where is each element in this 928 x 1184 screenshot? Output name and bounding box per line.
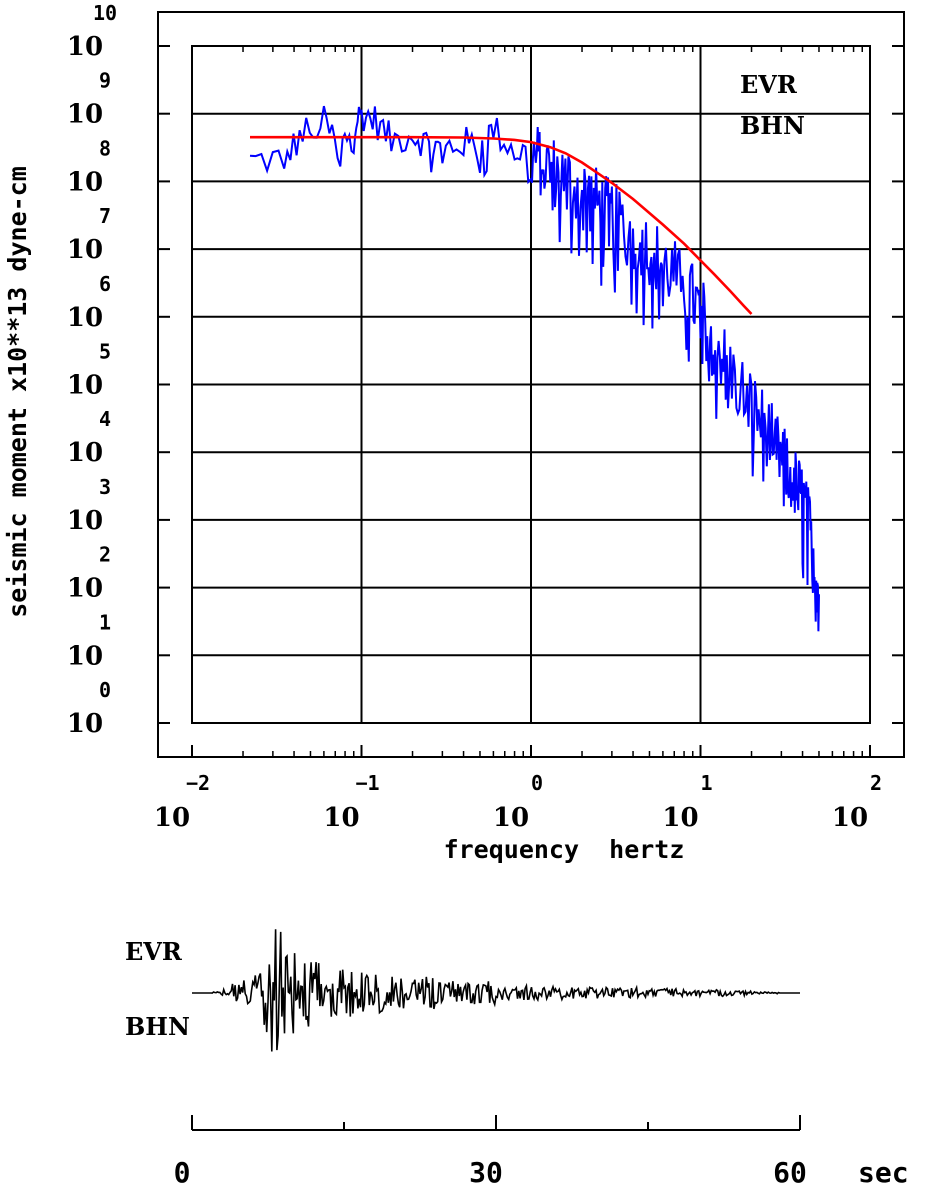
- time-tick-label: 30: [469, 1156, 503, 1184]
- y-tick-base-label: 10: [67, 641, 103, 671]
- y-tick-exponent-label: 6: [99, 272, 111, 296]
- x-tick-exponent-label: 0: [531, 771, 543, 795]
- grid-lines: [192, 46, 870, 723]
- y-tick-labels: 10 0 10 1 10 2 10 3 10 4 10 5 10 6 10 7 10 8 10 9 10 10: [67, 1, 117, 739]
- y-axis-ticks: [158, 45, 904, 724]
- time-tick-label: 0: [174, 1156, 191, 1184]
- spectrum-station-label: EVR: [740, 70, 798, 99]
- y-tick-base-label: 10: [67, 574, 103, 604]
- trace-station-label: EVR: [125, 937, 183, 966]
- y-tick-base-label: 10: [67, 100, 103, 130]
- time-unit-label: sec: [858, 1156, 909, 1184]
- y-tick-exponent-label: 10: [93, 1, 117, 25]
- spectrum-model-fit-line: [250, 135, 753, 315]
- seismogram-trace: [192, 929, 800, 1052]
- x-tick-exponent-label: −1: [355, 771, 379, 795]
- spectrum-series: [249, 105, 820, 632]
- time-axis: 0 30 60: [174, 1115, 807, 1184]
- x-tick-base-label: 10: [154, 803, 190, 833]
- x-axis-title: frequency hertz: [444, 835, 685, 864]
- spectrum-observed-line: [249, 105, 820, 632]
- x-tick-base-label: 10: [493, 803, 529, 833]
- y-axis-title: seismic moment x10**13 dyne-cm: [3, 166, 32, 618]
- y-tick-exponent-label: 4: [99, 407, 111, 431]
- y-tick-base-label: 10: [67, 506, 103, 536]
- x-tick-exponent-label: 2: [870, 771, 882, 795]
- y-tick-exponent-label: 2: [99, 543, 111, 567]
- seismogram-panel: EVR BHN 0 30 60 sec: [125, 929, 909, 1184]
- y-tick-exponent-label: 9: [99, 69, 111, 93]
- time-tick-label: 60: [773, 1156, 807, 1184]
- x-tick-exponent-label: −2: [186, 771, 210, 795]
- x-tick-base-label: 10: [662, 803, 698, 833]
- y-tick-base-label: 10: [67, 235, 103, 265]
- y-tick-base-label: 10: [67, 32, 103, 62]
- x-tick-base-label: 10: [323, 803, 359, 833]
- y-tick-base-label: 10: [67, 303, 103, 333]
- x-tick-base-label: 10: [832, 803, 868, 833]
- y-tick-exponent-label: 8: [99, 136, 111, 160]
- y-tick-exponent-label: 3: [99, 475, 111, 499]
- y-tick-exponent-label: 5: [99, 340, 111, 364]
- y-tick-base-label: 10: [67, 438, 103, 468]
- y-tick-exponent-label: 1: [99, 610, 111, 634]
- trace-channel-label: BHN: [125, 1012, 190, 1041]
- x-axis-ticks: [191, 46, 871, 757]
- y-tick-base-label: 10: [67, 709, 103, 739]
- y-tick-exponent-label: 0: [99, 678, 111, 702]
- x-tick-exponent-label: 1: [700, 771, 712, 795]
- y-tick-base-label: 10: [67, 371, 103, 401]
- y-tick-exponent-label: 7: [99, 204, 111, 228]
- spectrum-channel-label: BHN: [740, 111, 805, 140]
- y-tick-base-label: 10: [67, 167, 103, 197]
